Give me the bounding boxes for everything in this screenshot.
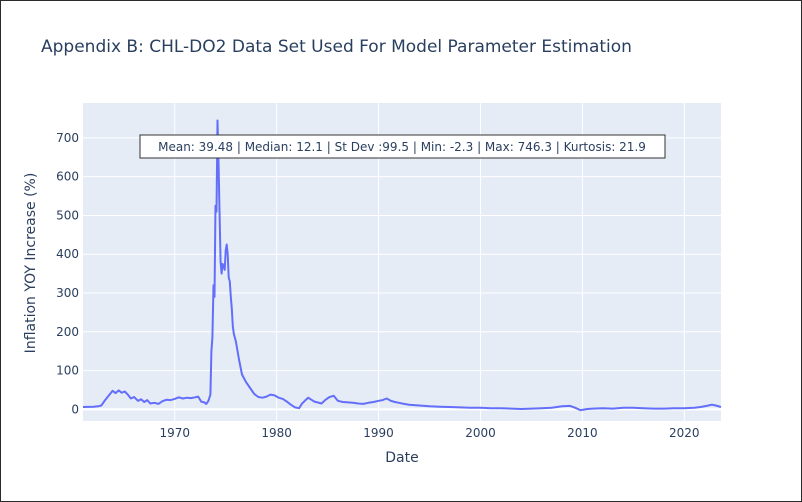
x-tick-label: 1990 [363,426,394,440]
stats-annotation-text: Mean: 39.48 | Median: 12.1 | St Dev :99.… [158,140,646,154]
y-tick-label: 100 [56,364,79,378]
x-tick-label: 2000 [465,426,496,440]
tick-labels: 0 100 200 300 400 500 600 700 1970 1980 1990 2000 20… [56,131,699,440]
y-tick-label: 400 [56,247,79,261]
y-tick-label: 700 [56,131,79,145]
x-tick-label: 1980 [261,426,292,440]
y-axis-title: Inflation YOY Increase (%) [23,173,39,354]
chart-title: Appendix B: CHL-DO2 Data Set Used For Mo… [41,37,632,57]
y-tick-label: 200 [56,325,79,339]
x-tick-label: 2020 [669,426,700,440]
y-tick-label: 600 [56,170,79,184]
stats-annotation-box [139,134,666,159]
stats-annotation: Mean: 39.48 | Median: 12.1 | St Dev :99.… [139,134,666,159]
y-tick-label: 300 [56,286,79,300]
x-axis-title: Date [385,450,418,466]
y-tick-label: 0 [71,402,79,416]
y-tick-label: 500 [56,208,79,222]
series-layer [82,119,722,412]
series-line [82,119,722,412]
x-tick-label: 2010 [567,426,598,440]
x-tick-label: 1970 [159,426,190,440]
